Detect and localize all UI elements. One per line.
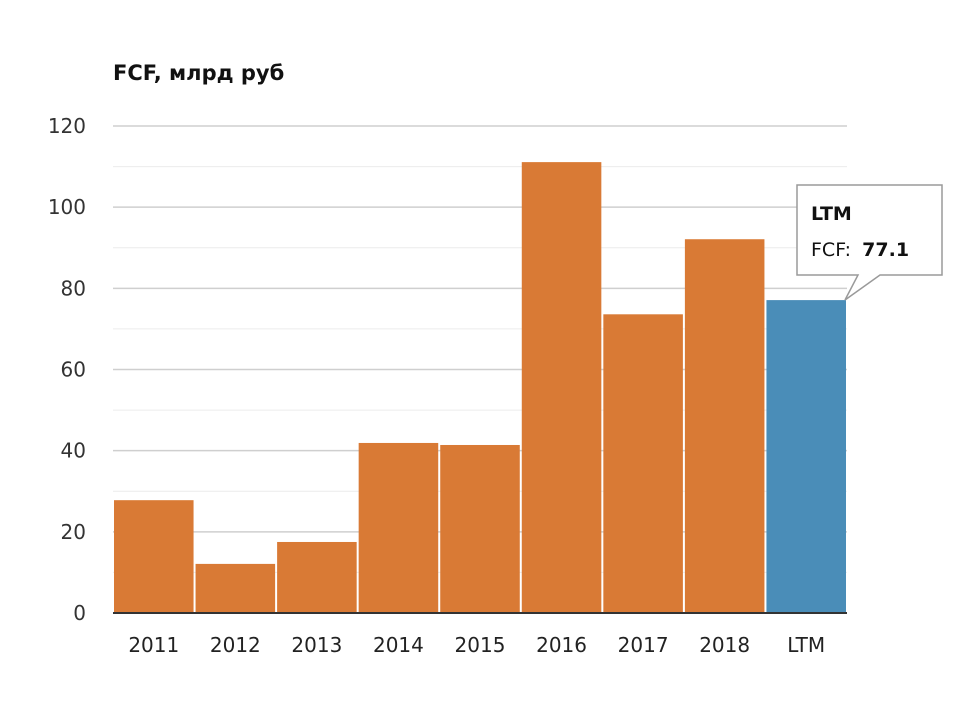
tooltip-value-line: FCF: 77.1 — [811, 239, 909, 261]
bar-2012[interactable] — [195, 563, 276, 613]
x-tick-label: LTM — [787, 633, 825, 657]
bar-2015[interactable] — [440, 444, 520, 613]
tooltip-value: 77.1 — [862, 239, 909, 261]
x-tick-label: 2013 — [291, 633, 342, 657]
x-tick-label: 2011 — [128, 633, 179, 657]
bars — [114, 162, 846, 614]
x-tick-label: 2016 — [536, 633, 587, 657]
bar-2013[interactable] — [277, 541, 357, 613]
chart-title: FCF, млрд руб — [113, 61, 284, 85]
bar-2018[interactable] — [684, 239, 765, 614]
y-tick-label: 20 — [61, 520, 86, 544]
bar-2016[interactable] — [521, 162, 602, 613]
y-tick-label: 100 — [48, 195, 86, 219]
y-tick-label: 80 — [61, 276, 86, 300]
x-tick-label: 2017 — [618, 633, 669, 657]
x-tick-label: 2018 — [699, 633, 750, 657]
bar-2014[interactable] — [358, 442, 439, 613]
x-tick-label: 2015 — [455, 633, 506, 657]
y-tick-label: 40 — [61, 439, 86, 463]
y-axis-ticks: 0 20 40 60 80 100 120 — [48, 114, 86, 625]
tooltip-title: LTM — [811, 203, 852, 225]
tooltip-box — [796, 184, 943, 301]
tooltip: LTM FCF: 77.1 — [796, 184, 943, 301]
x-tick-label: 2014 — [373, 633, 424, 657]
bar-2011[interactable] — [114, 500, 194, 613]
y-tick-label: 0 — [73, 601, 86, 625]
tooltip-label: FCF: — [811, 239, 851, 261]
bar-ltm[interactable] — [766, 300, 846, 613]
x-tick-label: 2012 — [210, 633, 261, 657]
x-axis-ticks: 2011 2012 2013 2014 2015 2016 2017 2018 LTM — [128, 633, 825, 657]
y-tick-label: 120 — [48, 114, 86, 138]
y-tick-label: 60 — [61, 358, 86, 382]
bar-2017[interactable] — [603, 314, 683, 613]
